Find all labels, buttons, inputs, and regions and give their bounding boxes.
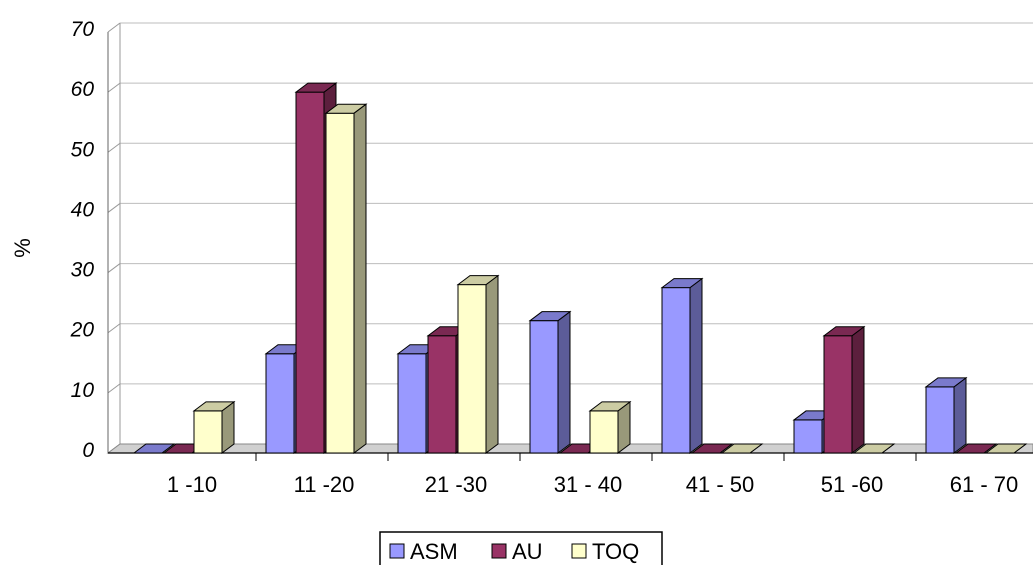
y-tick-label: 40: [71, 198, 95, 221]
legend-label-toq: TOQ: [592, 539, 639, 564]
legend-label-asm: ASM: [410, 539, 458, 564]
legend-box: [379, 531, 663, 565]
y-tick-label: 10: [71, 379, 95, 402]
y-tick-label: 50: [71, 138, 95, 161]
x-tick-labels: 1 -10 11 -20 21 -30 31 - 40 41 - 50 51 -60 61 …: [167, 472, 1018, 497]
y-tick-label: 20: [70, 319, 95, 342]
y-tick-label: 60: [71, 78, 95, 101]
legend-label-au: AU: [512, 539, 543, 564]
bar-au: [822, 325, 866, 454]
y-tick-label: 0: [82, 439, 94, 462]
bar-toq: [720, 443, 764, 454]
x-tick-label: 41 - 50: [686, 472, 755, 497]
bar-toq: [324, 103, 368, 454]
bar-au: [690, 443, 734, 454]
bar-asm: [924, 376, 968, 454]
x-tick-label: 1 -10: [167, 472, 217, 497]
legend-swatch-asm: [389, 543, 405, 559]
legend-swatch-toq: [571, 543, 587, 559]
x-tick-label: 11 -20: [294, 472, 355, 497]
y-tick-labels: 0 10 20 30 40 50 60 70: [70, 18, 95, 462]
x-tick-label: 31 - 40: [554, 472, 623, 497]
x-tick-label: 21 -30: [425, 472, 487, 497]
bar-au: [954, 443, 998, 454]
grid-wall-tick: [107, 22, 121, 33]
bar-toq: [984, 443, 1028, 454]
bar-toq: [852, 443, 896, 454]
bar-toq: [456, 274, 500, 454]
grid-wall-tick: [107, 263, 121, 273]
legend-swatch-au: [491, 543, 507, 559]
x-tick-label: 61 - 70: [950, 472, 1019, 497]
bar-toq: [588, 400, 632, 454]
bar-asm: [132, 443, 176, 454]
grid-wall-tick: [107, 383, 121, 394]
legend: ASM AU TOQ: [379, 531, 663, 565]
y-axis-title: %: [10, 238, 35, 258]
y-tick-label: 70: [71, 18, 95, 41]
grid-wall-tick: [107, 142, 121, 153]
y-tick-label: 30: [71, 259, 95, 282]
bar-toq: [192, 400, 236, 454]
grid-wall-tick: [107, 323, 121, 334]
bars: [132, 82, 1028, 454]
grid-wall-tick: [107, 82, 121, 93]
bar-asm: [660, 277, 704, 454]
x-tick-label: 51 -60: [821, 472, 883, 497]
grid-wall-tick: [107, 203, 121, 213]
bar-asm: [528, 310, 572, 454]
